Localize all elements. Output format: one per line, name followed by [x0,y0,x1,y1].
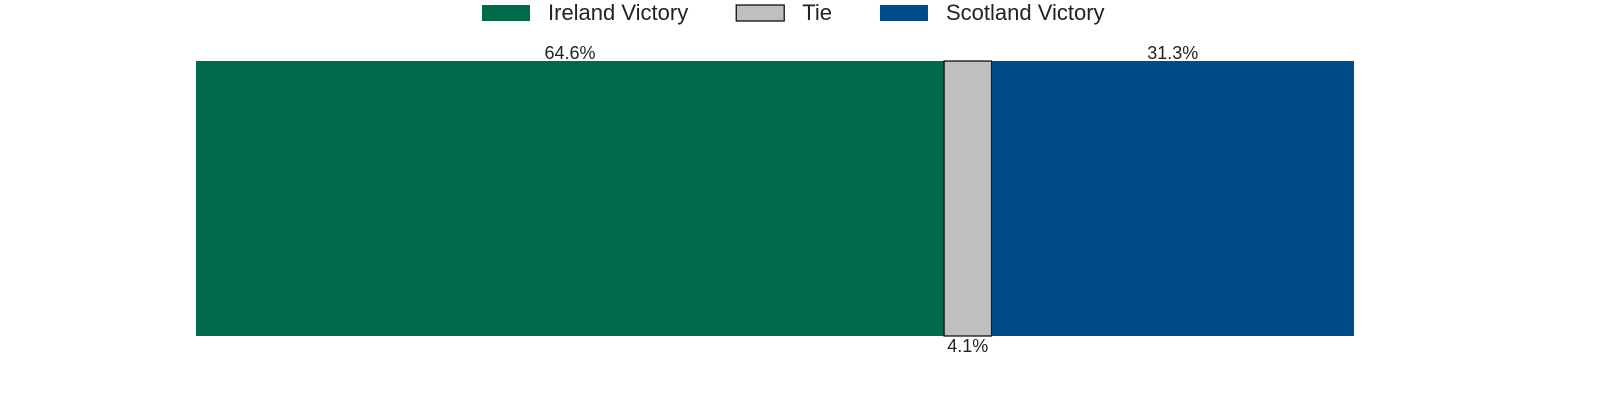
legend-text: Tie [802,0,832,25]
value-label: 64.6% [545,43,596,63]
bar-segment [943,60,993,337]
legend-text: Ireland Victory [548,0,688,25]
bar-segment [991,61,1354,336]
legend-text: Scotland Victory [946,0,1105,25]
value-label: 31.3% [1147,43,1198,63]
legend-swatch [735,4,785,22]
legend-swatch [879,5,928,21]
bar-segment [196,61,945,336]
value-label: 4.1% [947,336,988,356]
legend-swatch [482,5,530,21]
legend: Ireland Victory Tie Scotland Victory [482,0,1105,25]
